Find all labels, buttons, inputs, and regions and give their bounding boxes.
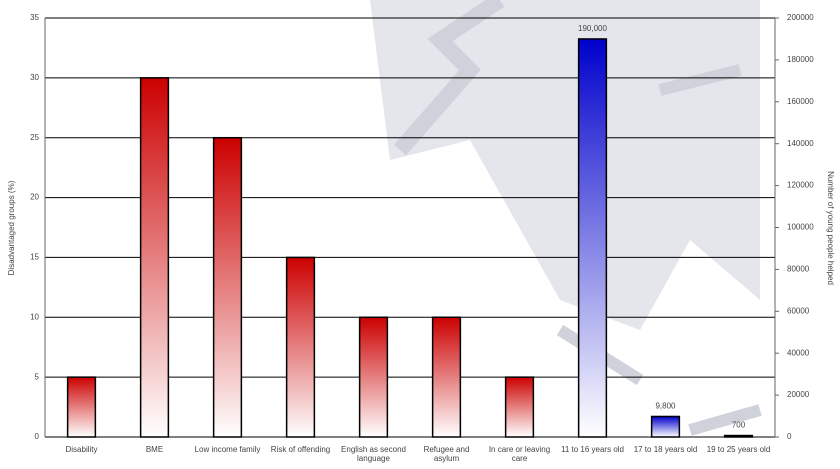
watermark [370, 0, 760, 330]
bar [285, 256, 316, 438]
y2-tick-label: 180000 [787, 55, 814, 64]
bar [139, 77, 170, 438]
x-tick-label: English as second language [341, 445, 406, 463]
value-label: 9,800 [655, 402, 676, 411]
value-label: 700 [732, 421, 746, 430]
x-tick-label: 11 to 16 years old [560, 445, 624, 454]
y2-tick-label: 100000 [787, 223, 814, 232]
value-label: 190,000 [578, 24, 607, 33]
x-tick-label: 17 to 18 years old [633, 445, 698, 454]
y2-tick-label: 60000 [787, 306, 810, 315]
y2-tick-label: 20000 [787, 390, 810, 399]
y2-tick-label: 0 [787, 432, 792, 441]
x-tick-label: 19 to 25 years old [706, 445, 771, 454]
x-tick-label: BME [145, 445, 164, 454]
watermark [393, 0, 505, 156]
y-tick-label: 30 [30, 73, 39, 82]
y-tick-label: 10 [30, 312, 39, 321]
y-tick-label: 25 [30, 133, 39, 142]
y-tick-label: 20 [30, 193, 39, 202]
y-axis-label: Disadvantaged groups (%) [7, 180, 16, 275]
y2-tick-label: 200000 [787, 13, 814, 22]
y2-tick-label: 120000 [787, 181, 814, 190]
bar [650, 415, 681, 438]
x-tick-label: Disability [65, 445, 98, 454]
bar [431, 316, 462, 438]
x-tick-label: Refugee and asylum [423, 445, 470, 463]
bar [358, 316, 389, 438]
bar [577, 38, 608, 438]
x-tick-label: Low income family [194, 445, 261, 454]
y2-axis-label: Number of young people helped [826, 171, 835, 285]
y2-tick-label: 80000 [787, 265, 810, 274]
y-tick-label: 5 [35, 372, 40, 381]
y2-tick-label: 140000 [787, 139, 814, 148]
x-tick-label: In care or leaving care [488, 445, 551, 463]
y-tick-label: 0 [35, 432, 40, 441]
x-tick-label: Risk of offending [270, 445, 331, 454]
y2-tick-label: 160000 [787, 97, 814, 106]
y2-tick-label: 40000 [787, 348, 810, 357]
bar [504, 376, 535, 438]
bar [723, 434, 754, 438]
y-tick-label: 35 [30, 13, 39, 22]
y-tick-label: 15 [30, 253, 39, 262]
bar [66, 376, 97, 438]
bar [212, 136, 243, 438]
